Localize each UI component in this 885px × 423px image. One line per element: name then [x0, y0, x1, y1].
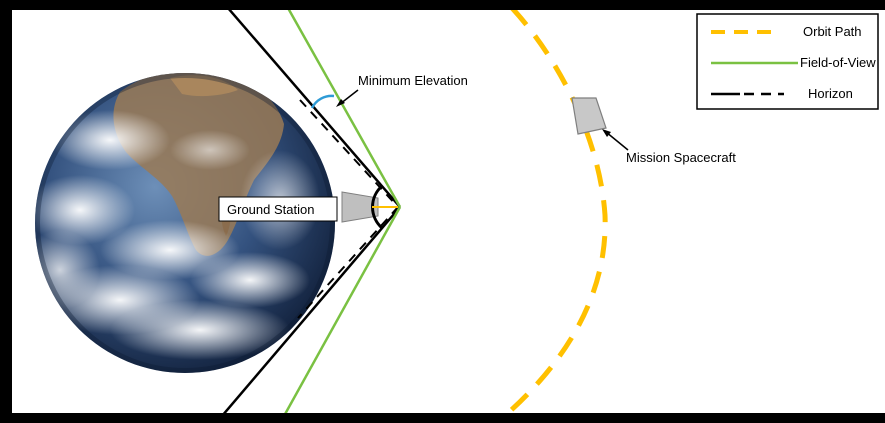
horizon-line-lower [222, 206, 401, 413]
legend-orbit-label: Orbit Path [803, 24, 862, 39]
horizon-dashed-upper [299, 99, 399, 208]
orbit-path [504, 10, 608, 413]
fov-line-upper [287, 10, 402, 208]
horizon-line-upper [228, 10, 401, 208]
minimum-elevation-arc [310, 94, 335, 109]
ground-station-antenna [341, 191, 379, 223]
ground-station-label: Ground Station [227, 202, 314, 217]
legend-horizon-label: Horizon [808, 86, 853, 101]
ground-station-label-box [218, 196, 338, 222]
legend-fov-label: Field-of-View [800, 55, 876, 70]
minimum-elevation-arrow [336, 89, 359, 107]
mission-spacecraft-arrow [602, 129, 629, 151]
earth-image [35, 73, 335, 373]
fov-line-lower [284, 206, 402, 413]
legend: Orbit Path Field-of-View Horizon [696, 13, 879, 110]
mission-spacecraft-label: Mission Spacecraft [626, 150, 736, 165]
mission-spacecraft [571, 97, 607, 135]
minimum-elevation-label: Minimum Elevation [358, 73, 468, 88]
